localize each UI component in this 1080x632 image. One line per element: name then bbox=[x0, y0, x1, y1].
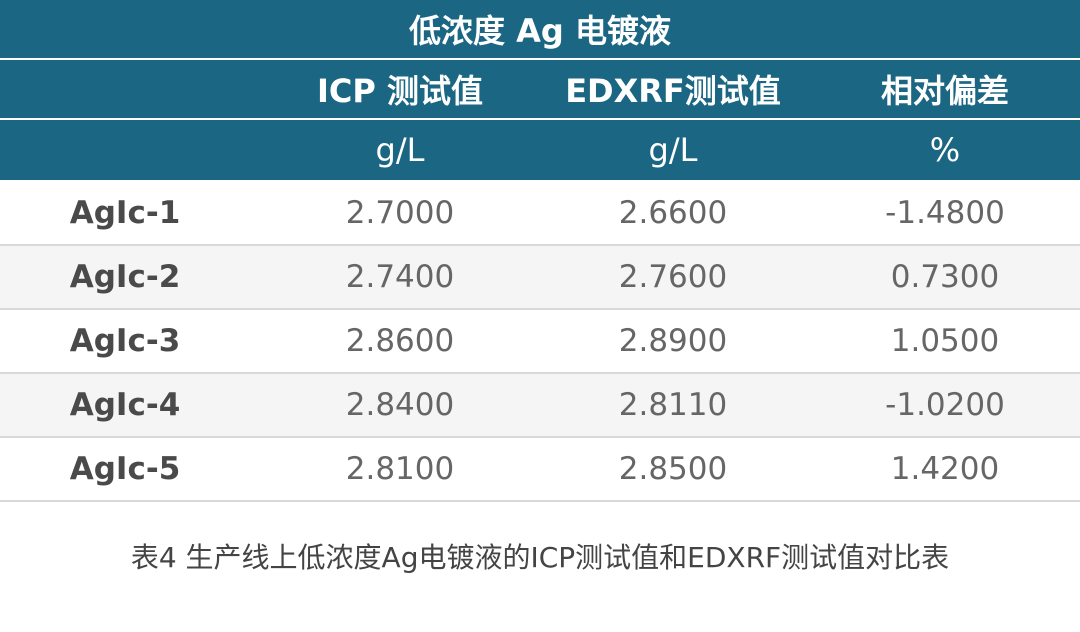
cell-value: 2.6600 bbox=[618, 195, 728, 231]
cell-value: 2.8500 bbox=[618, 451, 728, 487]
row-label: AgIc-5 bbox=[69, 451, 181, 487]
cell-value: 2.8100 bbox=[345, 451, 455, 487]
cell-value: 2.7000 bbox=[345, 195, 455, 231]
column-header: 相对偏差 bbox=[880, 72, 1009, 110]
units-band bbox=[0, 120, 1080, 180]
row-label: AgIc-3 bbox=[69, 323, 181, 359]
cell-value: 2.8110 bbox=[618, 387, 728, 423]
cell-value: 2.8400 bbox=[345, 387, 455, 423]
row-label: AgIc-2 bbox=[69, 259, 181, 295]
row-label: AgIc-4 bbox=[69, 387, 181, 423]
table-title: 低浓度 Ag 电镀液 bbox=[409, 12, 671, 50]
cell-value: -1.4800 bbox=[885, 195, 1005, 231]
table-row bbox=[0, 374, 1080, 438]
column-unit: g/L bbox=[648, 131, 698, 169]
title-band bbox=[0, 0, 1080, 58]
cell-value: 2.8900 bbox=[618, 323, 728, 359]
cell-value: 0.7300 bbox=[890, 259, 1000, 295]
cell-value: 2.7400 bbox=[345, 259, 455, 295]
header-band bbox=[0, 60, 1080, 118]
column-header: EDXRF测试值 bbox=[565, 72, 781, 110]
table-row bbox=[0, 182, 1080, 246]
cell-value: -1.0200 bbox=[885, 387, 1005, 423]
row-label: AgIc-1 bbox=[69, 195, 181, 231]
column-unit: g/L bbox=[375, 131, 425, 169]
column-header: ICP 测试值 bbox=[317, 72, 483, 110]
table-row bbox=[0, 310, 1080, 374]
cell-value: 2.7600 bbox=[618, 259, 728, 295]
cell-value: 2.8600 bbox=[345, 323, 455, 359]
caption: 表4 生产线上低浓度Ag电镀液的ICP测试值和EDXRF测试值对比表 bbox=[130, 541, 950, 574]
table-row bbox=[0, 246, 1080, 310]
table-row bbox=[0, 438, 1080, 502]
cell-value: 1.0500 bbox=[890, 323, 1000, 359]
cell-value: 1.4200 bbox=[890, 451, 1000, 487]
column-unit: % bbox=[929, 131, 961, 169]
